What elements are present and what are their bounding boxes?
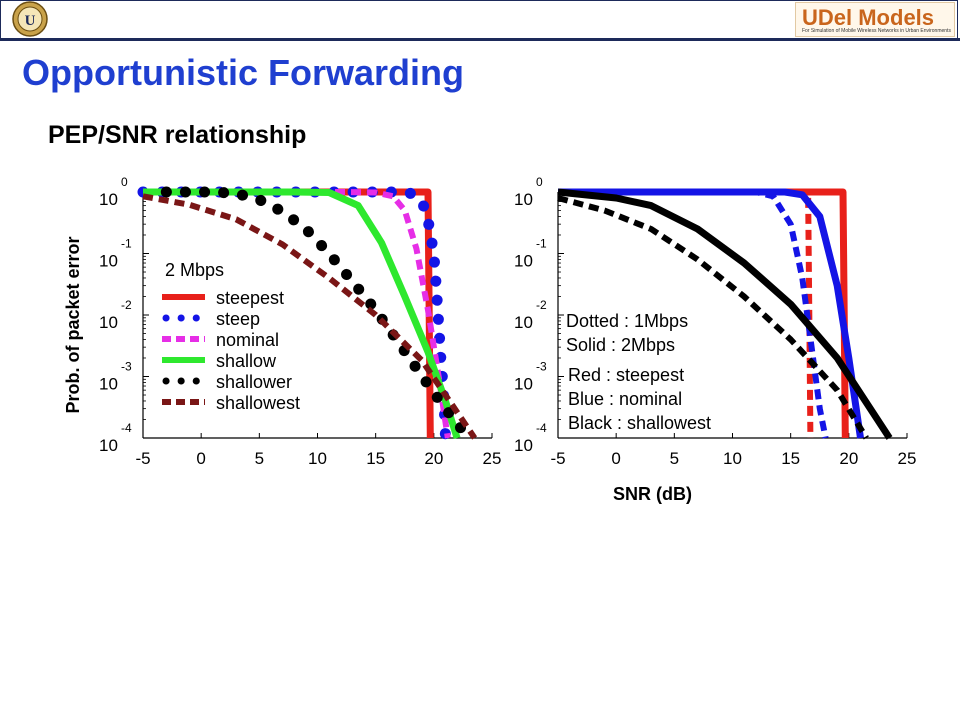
legend-label-nominal: nominal: [216, 330, 279, 350]
y-tick-label: 10: [514, 252, 533, 271]
udel-models-logo: UDel Models For Simulation of Mobile Wir…: [795, 2, 955, 37]
chart-panel-1: [137, 186, 493, 444]
x-tick-label: 20: [839, 449, 858, 468]
rate-annotation: 2 Mbps: [165, 260, 224, 280]
y-tick-exponent: -4: [536, 421, 547, 435]
x-tick-label: 0: [196, 449, 205, 468]
legend-label-shallow: shallow: [216, 351, 277, 371]
x-tick-label: 25: [898, 449, 917, 468]
y-tick-label: 10: [514, 190, 533, 209]
y-tick-exponent: -3: [121, 360, 132, 374]
chart-panel-2: [557, 188, 908, 440]
annotation-5: Black : shallowest: [568, 413, 711, 433]
x-tick-label: 0: [611, 449, 620, 468]
y-tick-label: 10: [99, 190, 118, 209]
legend-label-steepest: steepest: [216, 288, 284, 308]
x-tick-label: 15: [781, 449, 800, 468]
y-tick-exponent: -4: [121, 421, 132, 435]
y-tick-label: 10: [99, 375, 118, 394]
y-tick-exponent: 0: [121, 175, 128, 189]
series-4-line: [558, 189, 829, 439]
x-tick-label: 5: [255, 449, 264, 468]
annotation-1: Dotted : 1Mbps: [566, 311, 688, 331]
y-tick-label: 10: [514, 375, 533, 394]
y-tick-label: 10: [99, 436, 118, 455]
y-tick-exponent: 0: [536, 175, 543, 189]
x-tick-label: 10: [723, 449, 742, 468]
annotation-3: Red : steepest: [568, 365, 684, 385]
logo-tagline: For Simulation of Mobile Wireless Networ…: [802, 28, 951, 34]
x-tick-label: 20: [424, 449, 443, 468]
series-shallower-line: [160, 186, 475, 444]
series-5-line: [557, 188, 893, 440]
y-tick-label: 10: [99, 313, 118, 332]
svg-text:U: U: [25, 13, 36, 29]
annotation-2: Solid : 2Mbps: [566, 335, 675, 355]
slide-title: Opportunistic Forwarding: [22, 52, 464, 93]
university-seal-logo: U: [12, 1, 48, 37]
slide-subtitle: PEP/SNR relationship: [48, 121, 307, 149]
y-tick-exponent: -2: [121, 298, 132, 312]
x-tick-label: 10: [308, 449, 327, 468]
y-tick-label: 10: [514, 436, 533, 455]
series-3-line: [558, 188, 864, 439]
y-tick-exponent: -3: [536, 360, 547, 374]
legend-label-shallower: shallower: [216, 372, 292, 392]
legend-label-shallowest: shallowest: [216, 393, 300, 413]
logo-text: UDel Models: [802, 5, 935, 30]
y-tick-exponent: -2: [536, 298, 547, 312]
y-axis-label: Prob. of packet error: [63, 236, 83, 413]
series-nominal-line: [143, 189, 451, 439]
y-tick-label: 10: [99, 252, 118, 271]
x-tick-label: 5: [670, 449, 679, 468]
x-tick-label: -5: [550, 449, 565, 468]
x-axis-label: SNR (dB): [613, 484, 692, 504]
x-tick-label: 25: [483, 449, 502, 468]
series-shallowest-line: [142, 193, 478, 440]
y-tick-exponent: -1: [121, 237, 132, 251]
annotation-4: Blue : nominal: [568, 389, 682, 409]
series-6-line: [557, 195, 869, 440]
y-tick-exponent: -1: [536, 237, 547, 251]
x-tick-label: 15: [366, 449, 385, 468]
x-tick-label: -5: [135, 449, 150, 468]
y-tick-label: 10: [514, 313, 533, 332]
header-rule: [0, 38, 960, 41]
legend-label-steep: steep: [216, 309, 260, 329]
series-2-line: [558, 189, 814, 439]
